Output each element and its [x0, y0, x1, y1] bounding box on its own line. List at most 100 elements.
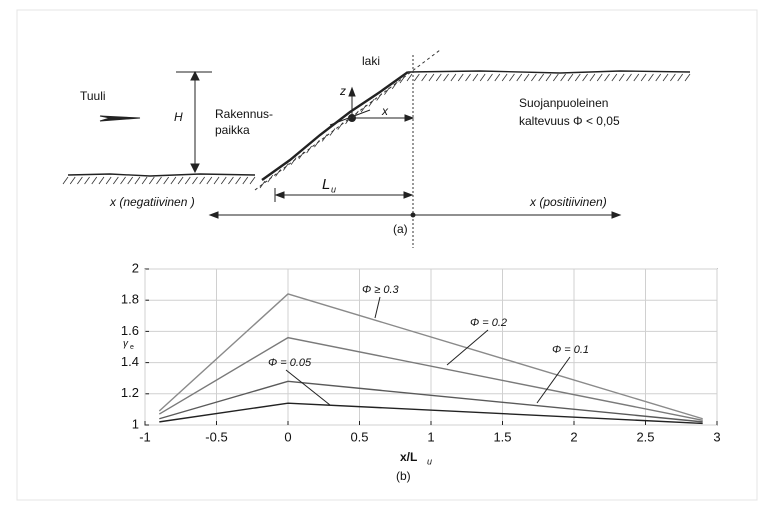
y-axis-title: γ	[123, 339, 129, 350]
hatch	[583, 74, 588, 81]
hatch	[77, 177, 82, 184]
hatch	[619, 74, 624, 81]
hatch	[322, 134, 327, 141]
hatch	[502, 74, 507, 81]
x-tick-label: -0.5	[205, 429, 227, 444]
hatch	[597, 74, 602, 81]
hatch	[553, 74, 558, 81]
hatch	[113, 177, 118, 184]
hatch	[473, 74, 478, 81]
hatch	[605, 74, 610, 81]
length-label: L	[322, 176, 330, 193]
hatch	[63, 177, 68, 184]
hatch	[539, 74, 544, 81]
hatch	[200, 177, 205, 184]
hatch	[436, 74, 441, 81]
hatch	[192, 177, 197, 184]
hatch	[207, 177, 212, 184]
hatch	[509, 74, 514, 81]
y-tick-label: 2	[132, 260, 139, 275]
x-tick-label: 2.5	[636, 429, 654, 444]
x-tick-label: 0	[284, 429, 291, 444]
hatch	[422, 74, 427, 81]
hatch	[634, 74, 639, 81]
hatch	[590, 74, 595, 81]
hatch	[648, 74, 653, 81]
slope-extension	[255, 50, 440, 190]
x-positive-label: x (positiivinen)	[529, 195, 607, 209]
label-leader	[537, 357, 570, 403]
height-label: H	[174, 110, 183, 124]
caption-a: (a)	[393, 222, 408, 236]
hatch	[243, 177, 248, 184]
x-tick-label: 0.5	[350, 429, 368, 444]
hatch	[414, 74, 419, 81]
series-label: Φ = 0.1	[552, 344, 589, 356]
hatch	[178, 177, 183, 184]
hatch	[99, 177, 104, 184]
caption-b: (b)	[396, 469, 411, 483]
y-tick-label: 1.4	[121, 354, 139, 369]
hatch	[149, 177, 154, 184]
y-axis-title-sub: e	[130, 344, 134, 351]
hatch	[314, 140, 319, 147]
hatch	[575, 74, 580, 81]
hatch	[250, 177, 255, 184]
label-leader	[447, 330, 488, 365]
series-label: Φ ≥ 0.3	[362, 284, 400, 296]
x-negative-label: x (negatiivinen )	[109, 195, 195, 209]
site-label: Rakennus-	[215, 107, 273, 121]
y-tick-label: 1	[132, 416, 139, 431]
arrowheads	[349, 88, 413, 121]
z-label: z	[339, 84, 346, 98]
hatch	[678, 74, 683, 81]
hatch	[524, 74, 529, 81]
ground-top	[408, 71, 690, 73]
hatch	[106, 177, 111, 184]
hatch	[157, 177, 162, 184]
hatch	[466, 74, 471, 81]
hatch	[142, 177, 147, 184]
hatch	[92, 177, 97, 184]
hatch	[236, 177, 241, 184]
x-tick-label: -1	[139, 429, 151, 444]
hatch	[330, 129, 335, 136]
hatch	[561, 74, 566, 81]
hatch	[260, 181, 265, 188]
hatch	[307, 146, 312, 153]
y-tick-label: 1.8	[121, 292, 139, 307]
length-sub: u	[331, 184, 336, 194]
hatch	[121, 177, 126, 184]
figure: Tuuli H Rakennus- paikka laki z x Suojan…	[0, 0, 774, 511]
hatch	[444, 74, 449, 81]
hatch	[135, 177, 140, 184]
hatch	[85, 177, 90, 184]
hatch	[128, 177, 133, 184]
x-tick-label: 1	[427, 429, 434, 444]
x-axis-title: x/L	[400, 450, 417, 464]
wind-label: Tuuli	[80, 89, 106, 103]
series-label: Φ = 0.05	[268, 357, 312, 369]
label-leader	[286, 370, 330, 405]
hatch	[656, 74, 661, 81]
hatch	[612, 74, 617, 81]
slope	[262, 72, 408, 180]
ground-left	[68, 174, 255, 176]
x-label: x	[381, 104, 389, 118]
x-axis-title-sub: u	[427, 456, 432, 466]
hatch	[626, 74, 631, 81]
hatch	[70, 177, 75, 184]
series-label: Φ = 0.2	[470, 317, 507, 329]
frame	[17, 10, 757, 500]
hatch	[214, 177, 219, 184]
wind-arrow	[100, 116, 140, 121]
site-label: paikka	[215, 123, 250, 137]
hatch	[164, 177, 169, 184]
hatch	[663, 74, 668, 81]
hatch	[228, 177, 233, 184]
hatch	[531, 74, 536, 81]
x-tick-label: 1.5	[493, 429, 511, 444]
x-tick-label: 2	[570, 429, 577, 444]
hatch	[458, 74, 463, 81]
x-tick-label: 3	[713, 429, 720, 444]
